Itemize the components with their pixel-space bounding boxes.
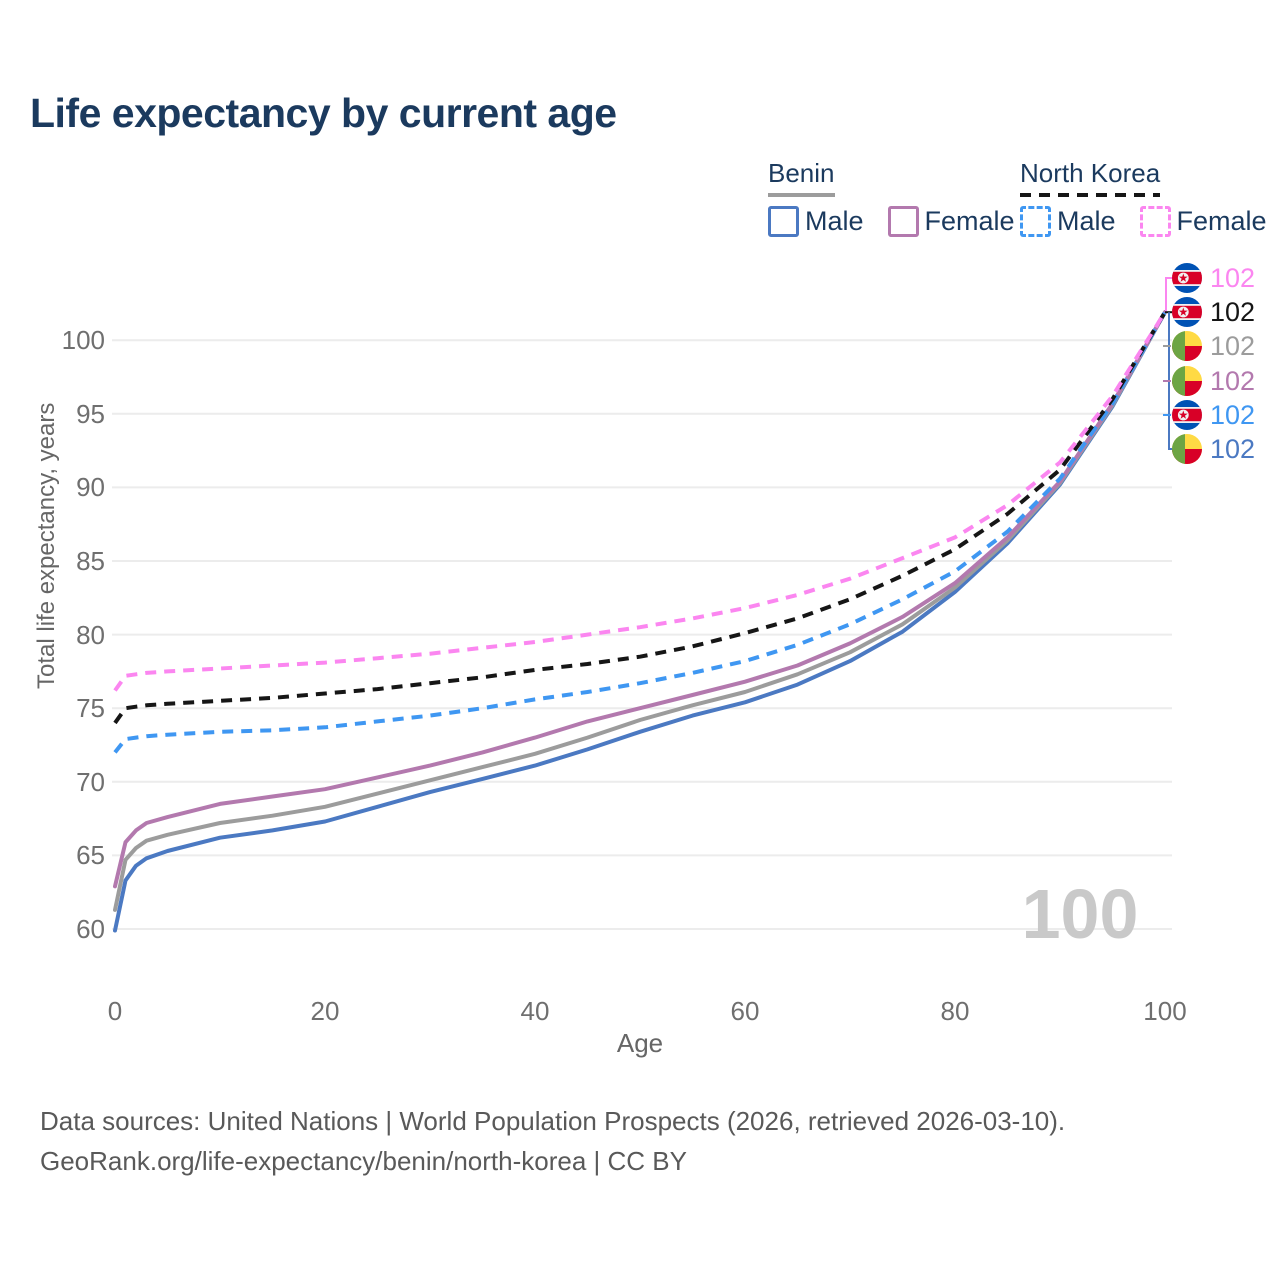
end-label-benin-female: 102	[1172, 365, 1255, 397]
north-korea-female-swatch-icon	[1139, 206, 1171, 237]
benin-flag-icon	[1172, 434, 1202, 464]
series-line-north-korea-total[interactable]	[113, 311, 1167, 725]
y-tick-label: 95	[76, 398, 105, 429]
legend-north-korea-label: North Korea	[1020, 158, 1161, 188]
legend-group-benin-title: Benin	[768, 158, 835, 197]
series-line-benin-total[interactable]	[113, 310, 1167, 912]
legend-group-north-korea: North Korea Male Female	[1020, 158, 1267, 237]
y-tick-label: 60	[76, 914, 105, 944]
legend-item-north-korea-female[interactable]: Female	[1139, 206, 1267, 237]
end-value: 102	[1210, 331, 1256, 361]
north-korea-flag-icon	[1172, 400, 1202, 430]
legend-north-korea-underline	[1020, 193, 1161, 197]
y-tick-label: 100	[61, 325, 105, 356]
series-line-north-korea-female[interactable]	[113, 311, 1167, 692]
legend-item-label: Female	[1176, 206, 1267, 236]
north-korea-flag-icon	[1172, 297, 1202, 327]
legend-item-label: Male	[1057, 206, 1116, 236]
legend-benin-label: Benin	[768, 158, 835, 188]
legend-group-benin: Benin Male Female	[768, 158, 1015, 237]
legend-item-north-korea-male[interactable]: Male	[1020, 206, 1116, 237]
x-tick-label: 40	[520, 996, 550, 1026]
legend-item-label: Male	[805, 206, 864, 236]
end-value: 102	[1210, 366, 1256, 396]
x-tick-label: 20	[310, 996, 340, 1026]
legend-group-north-korea-title: North Korea	[1020, 158, 1161, 197]
legend-item-label: Female	[924, 206, 1015, 236]
north-korea-male-swatch-icon	[1020, 206, 1051, 237]
end-value: 102	[1210, 434, 1256, 464]
benin-male-swatch-icon	[768, 206, 799, 237]
legend-north-korea-items: Male Female	[1020, 206, 1267, 237]
end-value: 102	[1210, 400, 1256, 430]
attribution-text: GeoRank.org/life-expectancy/benin/north-…	[40, 1146, 687, 1176]
x-tick-label: 0	[107, 996, 123, 1026]
x-tick-label: 60	[730, 996, 760, 1026]
data-sources-text: Data sources: United Nations | World Pop…	[40, 1106, 1066, 1136]
legend-benin-underline	[768, 193, 835, 197]
legend-item-benin-female[interactable]: Female	[887, 206, 1015, 237]
y-tick-label: 80	[76, 619, 105, 650]
x-tick-label: 100	[1143, 996, 1187, 1026]
y-tick-label: 75	[76, 693, 105, 724]
series-line-benin-male[interactable]	[113, 310, 1167, 933]
series-line-north-korea-male[interactable]	[113, 311, 1167, 754]
end-value: 102	[1210, 297, 1256, 327]
leader-line-north-korea-female	[1165, 277, 1172, 313]
page-title: Life expectancy by current age	[30, 90, 617, 136]
north-korea-flag-icon	[1172, 263, 1202, 293]
end-label-benin-total: 102	[1172, 330, 1255, 362]
y-tick-label: 90	[76, 472, 105, 503]
series-line-benin-female[interactable]	[113, 310, 1167, 889]
end-label-benin-male: 102	[1172, 433, 1255, 465]
end-label-north-korea-female: 102	[1172, 262, 1255, 294]
y-tick-label: 85	[76, 546, 105, 576]
benin-female-swatch-icon	[887, 206, 919, 237]
x-axis-title: Age	[616, 1028, 664, 1058]
legend-item-benin-male[interactable]: Male	[768, 206, 864, 237]
end-label-north-korea-male: 102	[1172, 399, 1255, 431]
benin-flag-icon	[1172, 331, 1202, 361]
end-value: 102	[1210, 263, 1256, 293]
y-tick-label: 65	[76, 840, 105, 871]
x-tick-label: 80	[940, 996, 970, 1026]
y-tick-label: 70	[76, 766, 105, 797]
legend-benin-items: Male Female	[768, 206, 1015, 237]
y-axis-title: Total life expectancy, years	[33, 402, 60, 690]
age-indicator-watermark: 100	[1021, 875, 1139, 953]
benin-flag-icon	[1172, 366, 1202, 396]
end-label-north-korea-total: 102	[1172, 296, 1255, 328]
